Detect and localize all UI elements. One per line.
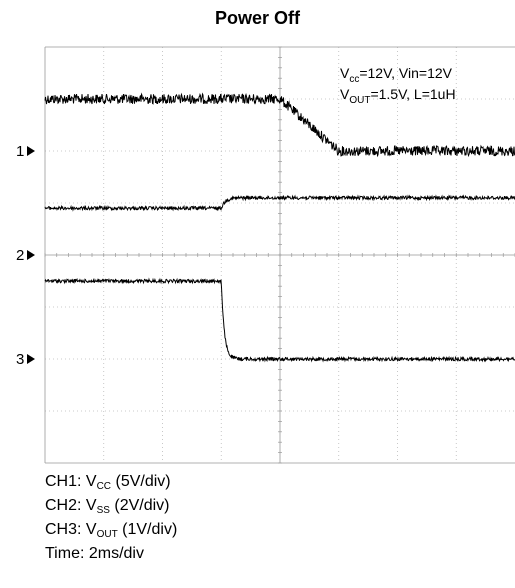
channel-2-marker <box>27 250 35 260</box>
annot1-main: V <box>340 65 350 81</box>
annot2-main: V <box>340 86 350 102</box>
trace-ch3 <box>44 277 515 363</box>
scope-grid <box>44 46 515 464</box>
channel-3-marker <box>27 354 35 364</box>
trace-ch2 <box>44 194 515 212</box>
channel-markers: 1 2 3 <box>16 143 35 368</box>
annot2-sub: OUT <box>349 95 370 106</box>
scope-traces <box>44 92 515 363</box>
channel-1-label: 1 <box>16 143 24 160</box>
chart-title: Power Off <box>214 8 300 28</box>
trace-ch1 <box>44 92 515 158</box>
legend-ch3: CH3: VOUT (1V/div) <box>45 521 178 540</box>
channel-1-marker <box>27 146 35 156</box>
test-condition-line1: Vcc=12V, Vin=12V <box>340 65 453 85</box>
test-condition-line2: VOUT=1.5V, L=1uH <box>340 86 456 106</box>
annot1-sub: cc <box>349 74 359 85</box>
scope-display: 123 Vcc=12V, Vin=12V VOUT=1.5V, L=1uH <box>16 46 515 464</box>
legend-ch1: CH1: VCC (5V/div) <box>45 473 171 492</box>
legend-time: Time: 2ms/div <box>45 545 144 562</box>
channel-legend: CH1: VCC (5V/div) CH2: VSS (2V/div) CH3:… <box>45 470 177 566</box>
channel-2-label: 2 <box>16 247 24 264</box>
channel-3-label: 3 <box>16 351 24 368</box>
annot2-rest: =1.5V, L=1uH <box>370 86 455 102</box>
annot1-rest: =12V, Vin=12V <box>359 65 452 81</box>
legend-ch2: CH2: VSS (2V/div) <box>45 497 170 516</box>
